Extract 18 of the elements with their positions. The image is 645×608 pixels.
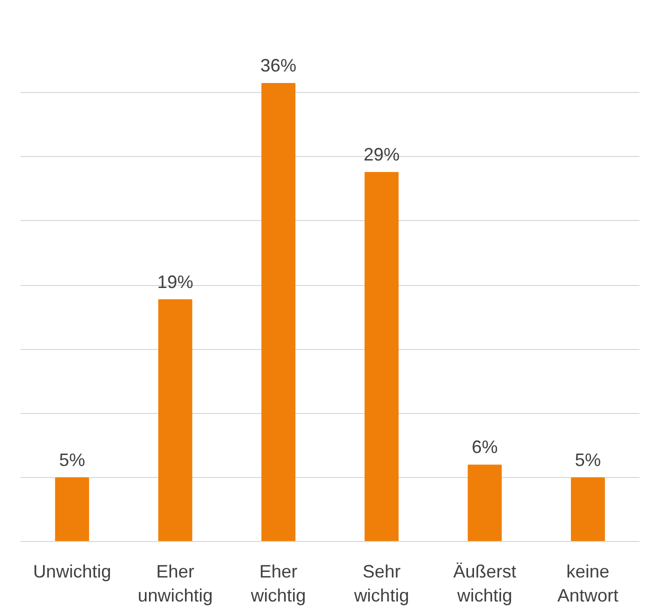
x-tick-label: Eher wichtig bbox=[250, 562, 306, 606]
bar bbox=[261, 82, 296, 542]
bar bbox=[570, 477, 605, 542]
data-label: 6% bbox=[472, 437, 498, 458]
data-label: 19% bbox=[157, 272, 194, 292]
x-tick-label: Eher unwichtig bbox=[138, 562, 213, 606]
data-label: 5% bbox=[574, 450, 601, 470]
bar bbox=[364, 172, 399, 542]
bar bbox=[468, 464, 502, 542]
data-label: 36% bbox=[260, 55, 296, 76]
x-tick-label: keine Antwort bbox=[557, 562, 618, 606]
data-label: 5% bbox=[59, 450, 86, 470]
bar bbox=[55, 477, 90, 542]
data-label: 29% bbox=[364, 144, 400, 165]
x-tick-label: Sehr wichtig bbox=[353, 562, 410, 606]
x-tick-label: Äußerst wichtig bbox=[453, 562, 516, 606]
bar bbox=[158, 299, 192, 542]
x-tick-label: Unwichtig bbox=[33, 562, 112, 582]
